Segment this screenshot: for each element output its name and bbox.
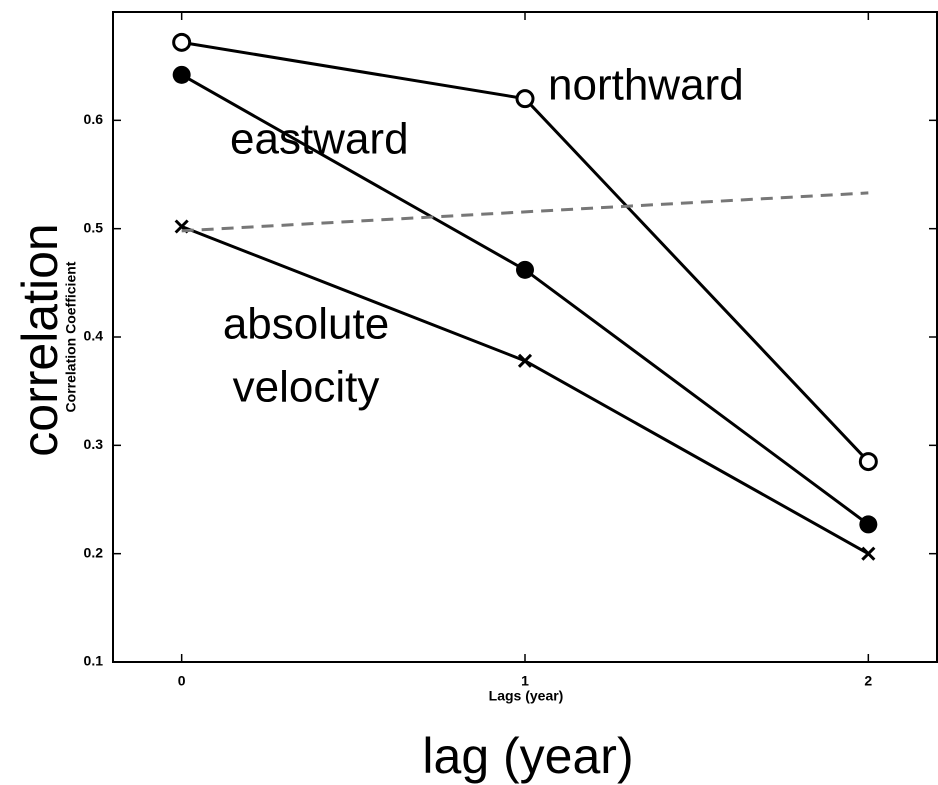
marker	[858, 452, 878, 472]
marker	[172, 32, 192, 52]
annotation: absolute	[223, 300, 389, 349]
annotation: northward	[548, 61, 744, 110]
annotation: lag (year)	[422, 728, 633, 784]
marker	[517, 353, 533, 368]
y-tick-label: 0.1	[84, 653, 104, 669]
annotation: correlation	[12, 223, 68, 456]
x-tick-label: 2	[864, 673, 872, 689]
y-tick-label: 0.4	[84, 328, 104, 344]
annotation: velocity	[233, 363, 380, 412]
marker	[172, 65, 191, 84]
x-tick-label: 0	[178, 673, 186, 689]
marker	[861, 546, 876, 561]
marker	[516, 260, 534, 279]
y-tick-label: 0.6	[84, 111, 104, 127]
y-tick-label: 0.5	[84, 219, 104, 235]
y-tick-label: 0.2	[84, 544, 104, 560]
annotation: eastward	[230, 115, 409, 164]
x-tick-label: 1	[521, 673, 529, 689]
y-tick-label: 0.3	[84, 436, 104, 452]
marker	[859, 515, 878, 534]
y-axis-label: Correlation Coefficient	[63, 261, 79, 412]
reference-line	[181, 191, 869, 233]
x-axis-label: Lags (year)	[489, 688, 564, 704]
marker	[515, 89, 535, 109]
